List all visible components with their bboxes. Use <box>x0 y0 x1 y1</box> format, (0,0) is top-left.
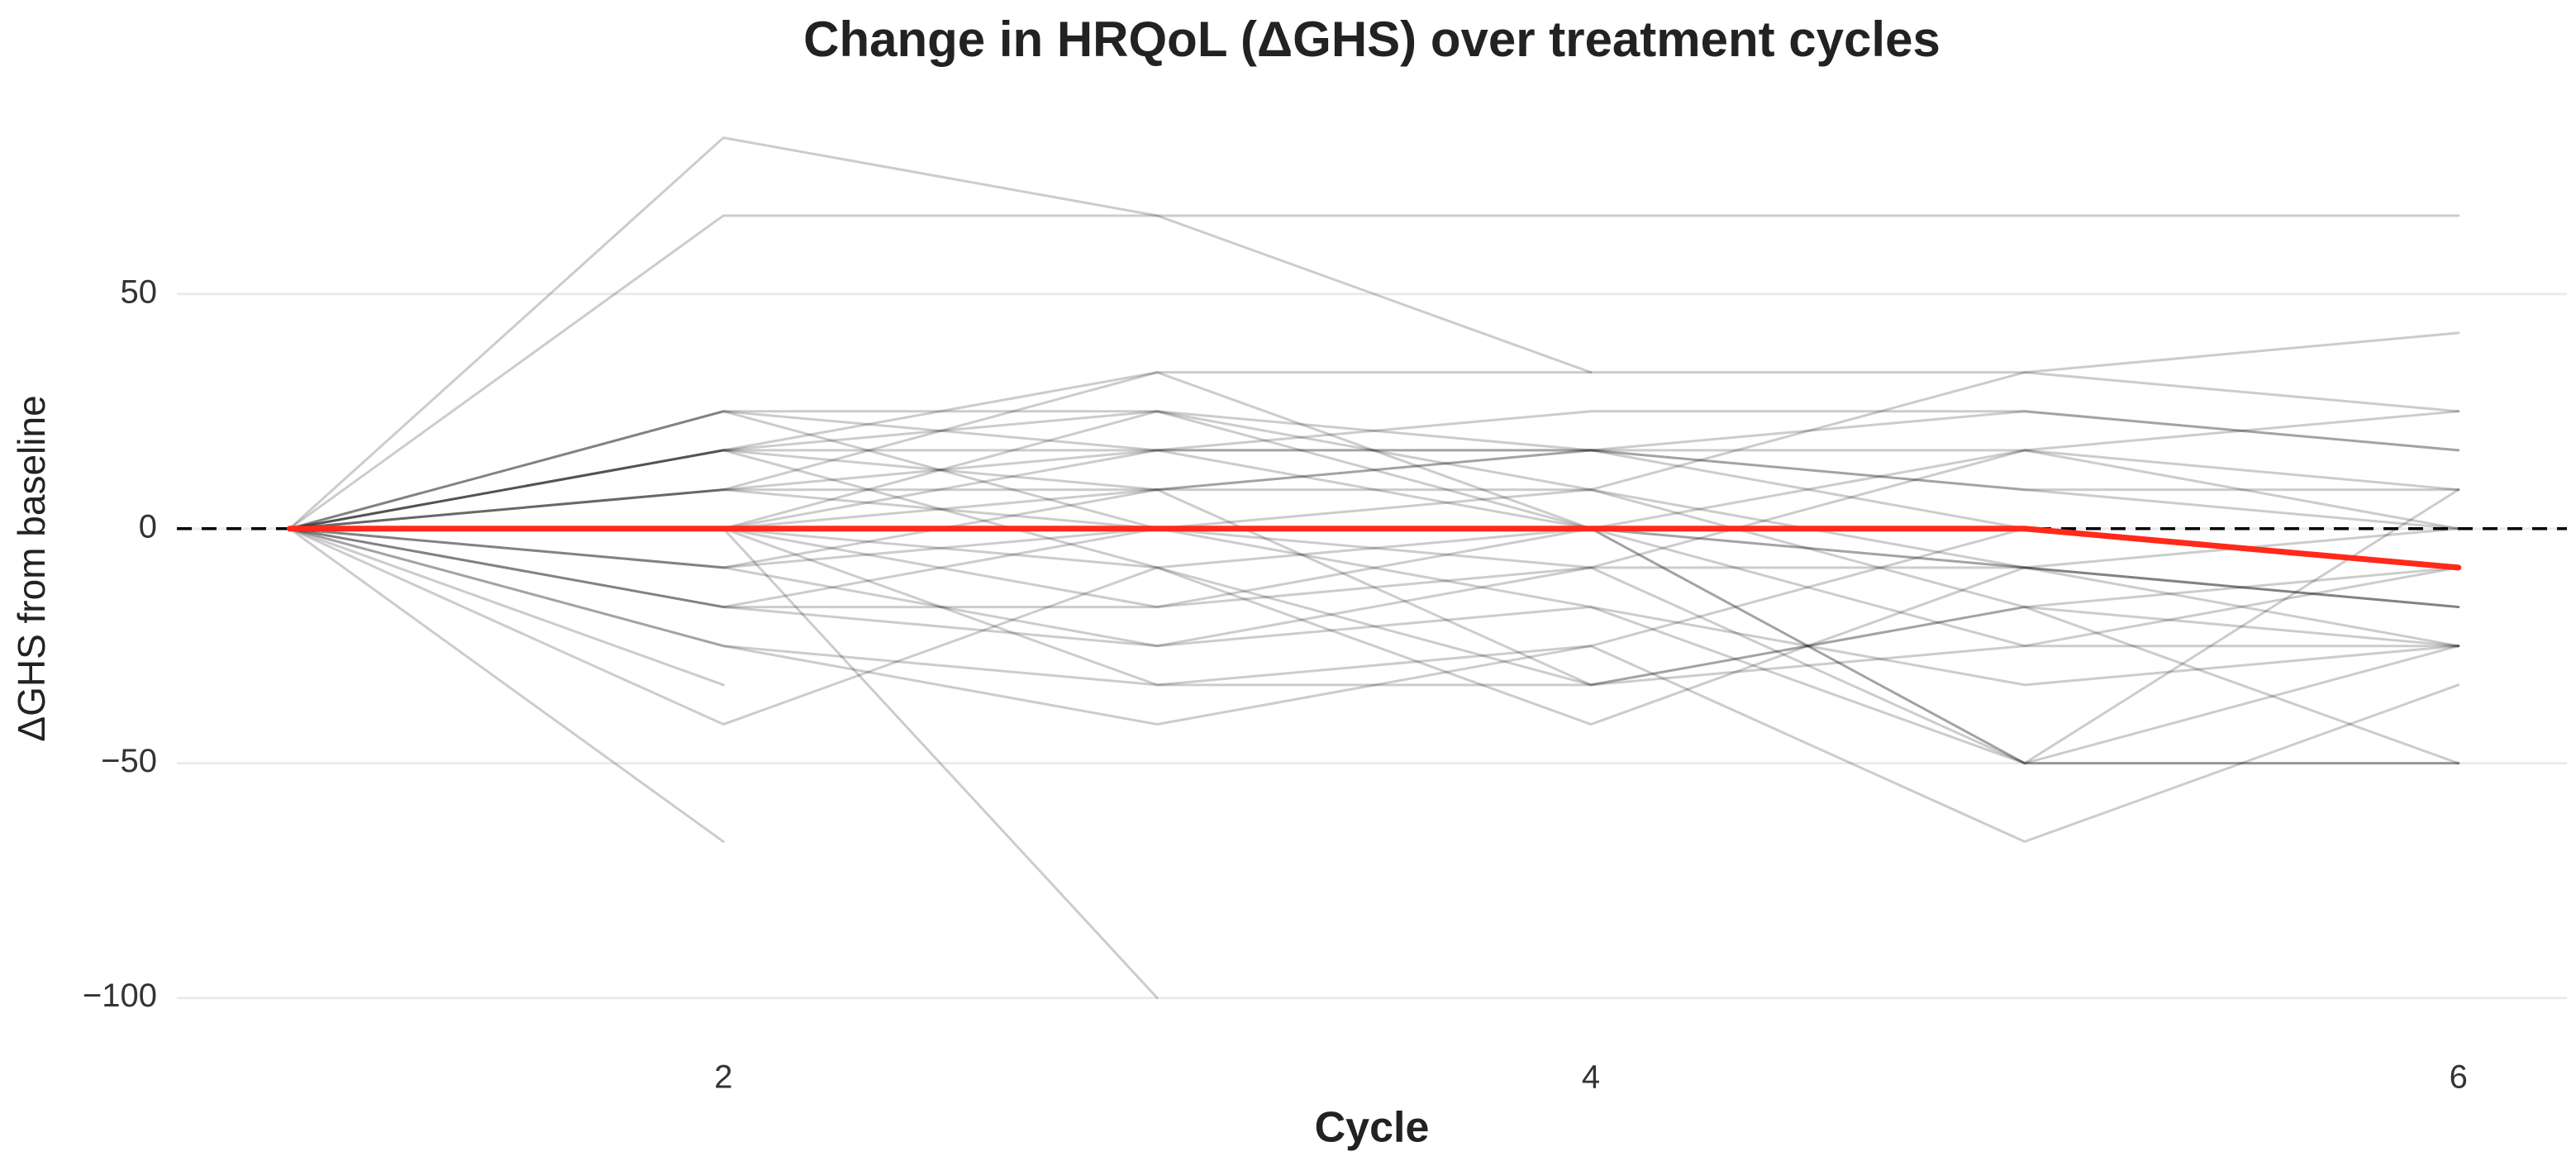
series-line <box>288 449 2460 531</box>
x-tick-label: 4 <box>1582 1059 1600 1096</box>
series-line <box>288 136 1593 531</box>
x-tick-label: 6 <box>2450 1059 2468 1096</box>
x-tick-label: 2 <box>714 1059 732 1096</box>
series-line <box>288 214 2460 531</box>
y-tick-label: 50 <box>121 274 158 310</box>
series-line <box>288 410 2460 609</box>
series-line <box>288 527 2460 648</box>
series-line <box>288 527 2460 687</box>
series-line <box>288 410 2460 648</box>
y-tick-label: −50 <box>101 743 157 779</box>
series-line <box>286 526 2462 571</box>
series-line <box>288 371 2460 609</box>
series-line <box>288 527 2460 765</box>
series-line <box>288 527 725 687</box>
series-line <box>288 449 2460 687</box>
series-line <box>288 449 2460 609</box>
y-tick-label: 0 <box>139 508 157 545</box>
series-line <box>288 488 2460 765</box>
chart-title: Change in HRQoL (ΔGHS) over treatment cy… <box>803 12 1940 67</box>
series-line <box>288 449 2460 569</box>
y-tick-label: −100 <box>83 978 157 1014</box>
lines <box>177 136 2567 1000</box>
series-line <box>288 410 2460 531</box>
series-line <box>288 331 2460 531</box>
series-line <box>288 371 2460 765</box>
series-line <box>288 410 2460 531</box>
series-line <box>288 527 2460 687</box>
series-line <box>288 410 2460 765</box>
series-line <box>288 527 2460 843</box>
x-axis-title: Cycle <box>1315 1104 1430 1152</box>
series-line <box>288 449 2460 765</box>
y-axis-title: ΔGHS from baseline <box>10 395 53 741</box>
series-line <box>288 527 725 843</box>
